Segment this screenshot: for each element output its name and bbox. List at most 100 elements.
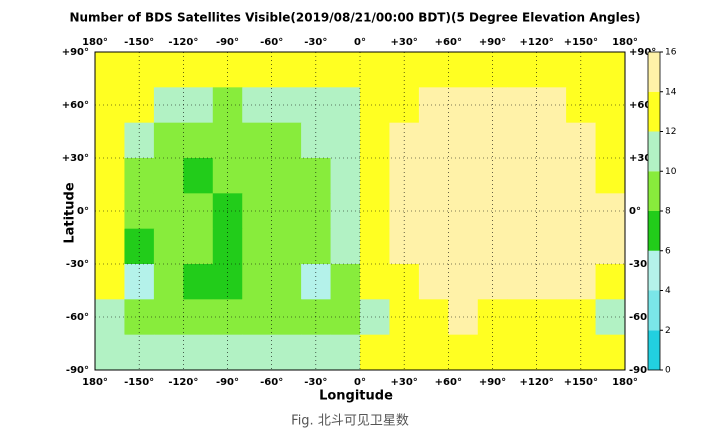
cell <box>183 87 214 124</box>
cell <box>448 334 479 371</box>
cell <box>183 228 214 265</box>
cell <box>212 158 243 194</box>
cell <box>477 228 508 265</box>
cell <box>477 158 508 194</box>
colorbar-tick-label: 14 <box>665 87 677 97</box>
cell <box>330 228 361 265</box>
x-axis-label: Longitude <box>319 389 393 404</box>
colorbar-swatch <box>648 330 660 370</box>
cell <box>595 52 626 88</box>
cell <box>360 122 390 159</box>
x-tick-label: -90° <box>216 377 239 388</box>
cell <box>330 122 361 159</box>
cell <box>95 334 125 371</box>
cell <box>536 264 567 300</box>
cell <box>566 158 597 194</box>
y-tick-label: +60° <box>629 100 656 111</box>
cell <box>595 228 626 265</box>
cell <box>153 334 184 371</box>
cell <box>95 122 125 159</box>
cell <box>595 158 626 194</box>
cell <box>242 228 273 265</box>
cell <box>183 122 214 159</box>
cell <box>242 334 273 371</box>
y-tick-label: -30° <box>629 259 652 270</box>
x-tick-label: 180° <box>612 37 638 48</box>
x-tick-label: -30° <box>304 37 327 48</box>
cell <box>271 122 302 159</box>
y-tick-label: -90° <box>629 365 652 376</box>
x-tick-label: 180° <box>82 377 108 388</box>
cell <box>301 299 332 336</box>
cell <box>360 52 390 88</box>
y-tick-label: +90° <box>629 47 656 58</box>
x-tick-label: -60° <box>260 37 283 48</box>
cell <box>360 87 390 124</box>
cell <box>566 52 597 88</box>
cell <box>153 87 184 124</box>
x-tick-label: +30° <box>391 37 418 48</box>
cell <box>507 52 538 88</box>
cell <box>448 228 479 265</box>
cell <box>389 158 420 194</box>
cell <box>389 193 420 230</box>
cell <box>448 52 479 88</box>
cell <box>153 52 184 88</box>
cell <box>477 264 508 300</box>
x-tick-label: -90° <box>216 37 239 48</box>
cell <box>301 264 332 300</box>
cell <box>566 228 597 265</box>
x-tick-label: -120° <box>168 37 198 48</box>
y-axis-label: Latitude <box>63 182 78 244</box>
cell <box>360 228 390 265</box>
cell <box>477 299 508 336</box>
cell <box>418 264 449 300</box>
x-tick-label: +60° <box>435 377 462 388</box>
cell <box>360 264 390 300</box>
cell <box>330 264 361 300</box>
cell <box>507 193 538 230</box>
cell <box>124 52 155 88</box>
cell <box>124 264 155 300</box>
cell <box>330 334 361 371</box>
y-tick-label: 0° <box>77 206 89 217</box>
cell <box>477 193 508 230</box>
cell <box>448 122 479 159</box>
colorbar-swatch <box>648 52 660 92</box>
cell <box>418 52 449 88</box>
cell <box>124 158 155 194</box>
cell <box>212 52 243 88</box>
cell <box>389 52 420 88</box>
x-tick-label: -120° <box>168 377 198 388</box>
cell <box>536 52 567 88</box>
x-tick-label: +60° <box>435 37 462 48</box>
cell <box>153 228 184 265</box>
cell <box>330 52 361 88</box>
cell <box>389 228 420 265</box>
cell <box>360 334 390 371</box>
cell <box>95 158 125 194</box>
colorbar-tick-label: 10 <box>665 167 677 177</box>
x-tick-label: -30° <box>304 377 327 388</box>
cell <box>271 228 302 265</box>
cell <box>507 299 538 336</box>
x-tick-label: +150° <box>564 37 598 48</box>
chart-title: Number of BDS Satellites Visible(2019/08… <box>69 11 640 25</box>
cell <box>389 87 420 124</box>
x-tick-label: +150° <box>564 377 598 388</box>
cell <box>507 334 538 371</box>
colorbar-tick-label: 12 <box>665 127 676 137</box>
colorbar-swatch <box>648 290 660 331</box>
plot-frame <box>94 51 626 371</box>
cell <box>301 158 332 194</box>
x-tick-label: +90° <box>479 37 506 48</box>
cell <box>595 264 626 300</box>
y-tick-label: +90° <box>62 47 89 58</box>
cell <box>595 299 626 336</box>
cell <box>507 87 538 124</box>
x-tick-label: -150° <box>124 37 154 48</box>
cell <box>448 158 479 194</box>
cell <box>183 334 214 371</box>
cell <box>418 228 449 265</box>
